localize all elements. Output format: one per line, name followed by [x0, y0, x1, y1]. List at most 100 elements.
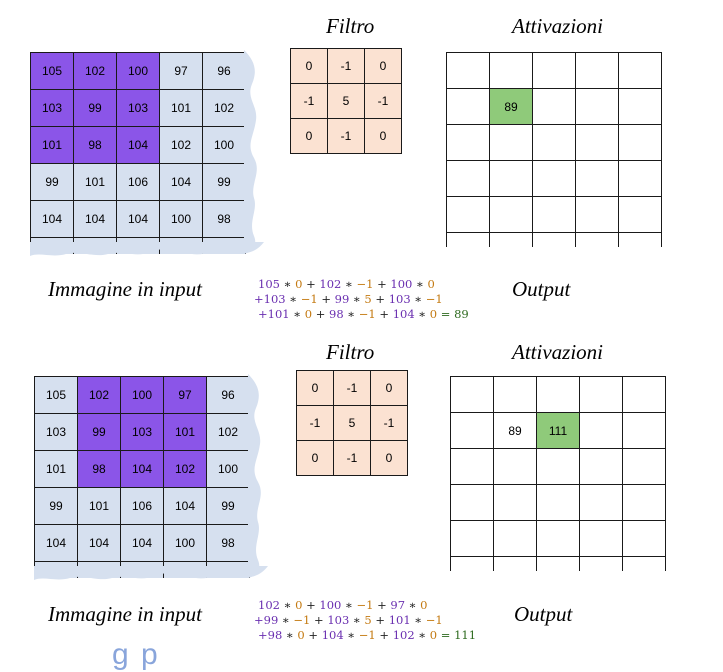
- input-row: 103 99 103 101 102: [30, 89, 246, 127]
- input-cell: 103: [120, 413, 164, 451]
- input-cell: 100: [159, 200, 203, 238]
- input-cell: 101: [30, 126, 74, 164]
- convolution-step-2: Filtro Attivazioni 105 102 100 97 96 103 99 103…: [0, 326, 723, 656]
- activation-cell: [579, 448, 623, 485]
- activation-cell: [575, 88, 619, 125]
- pixel-value: +99: [254, 613, 279, 627]
- output-caption: Output: [512, 277, 571, 301]
- activation-cell: [579, 484, 623, 521]
- input-cell: 98: [206, 524, 250, 562]
- activation-cell-cropped: [622, 556, 666, 571]
- input-cell: 101: [163, 413, 207, 451]
- filter-cell: -1: [327, 48, 365, 84]
- activation-cell-cropped: [618, 232, 662, 247]
- activation-cell: [622, 412, 666, 449]
- pixel-value: 100: [390, 277, 413, 291]
- input-cell: 100: [163, 524, 207, 562]
- activation-cell: 89: [493, 412, 537, 449]
- pixel-value: 105: [258, 277, 280, 291]
- activation-cell: 111: [536, 412, 580, 449]
- operator: ∗: [349, 613, 365, 627]
- operator: +: [304, 628, 322, 642]
- input-cell: 104: [73, 200, 117, 238]
- filter-cell: 0: [290, 48, 328, 84]
- input-cell: 102: [159, 126, 203, 164]
- filter-cell: -1: [333, 370, 371, 406]
- torn-edge-bottom: [30, 242, 264, 256]
- input-cell: 96: [202, 52, 246, 90]
- activation-map-grid: 89: [446, 52, 662, 247]
- weight-value: −1: [300, 292, 318, 306]
- activation-cell: [575, 52, 619, 89]
- weight-value: −1: [425, 613, 443, 627]
- filter-cell: -1: [370, 405, 408, 441]
- filter-cell: 5: [333, 405, 371, 441]
- input-cell: 104: [120, 524, 164, 562]
- input-cell: 97: [163, 376, 207, 414]
- operator: +: [317, 292, 335, 306]
- filter-row: 0 -1 0: [290, 48, 402, 84]
- formula-line: +98 ∗ 0 + 104 ∗ −1 + 102 ∗ 0 = 111: [254, 628, 476, 643]
- input-cell: 100: [206, 450, 250, 488]
- input-cell: 102: [206, 413, 250, 451]
- activations-title: Attivazioni: [512, 340, 603, 364]
- activation-row: [450, 448, 666, 485]
- filter-title: Filtro: [326, 14, 375, 38]
- input-row: 99 101 106 104 99: [34, 487, 250, 525]
- operator: ∗: [343, 628, 359, 642]
- activation-cell: [579, 376, 623, 413]
- activation-cell: [536, 376, 580, 413]
- activation-cell: [579, 412, 623, 449]
- torn-edge-right: [248, 374, 261, 578]
- convolution-step-1: Filtro Attivazioni 105 102 100 97 96 103 99 103…: [0, 0, 723, 330]
- output-caption: Output: [514, 602, 573, 626]
- input-cell: 99: [30, 163, 74, 201]
- operator: +: [373, 598, 391, 612]
- activation-row: [446, 124, 662, 161]
- activation-cell-cropped: [579, 556, 623, 571]
- input-row: 104 104 104 100 98: [30, 200, 246, 238]
- filter-cell: 0: [364, 48, 402, 84]
- activation-cell: [450, 484, 494, 521]
- operator: +: [371, 613, 389, 627]
- input-cell: 103: [30, 89, 74, 127]
- input-image-caption: Immagine in input: [48, 602, 202, 626]
- input-row: 105 102 100 97 96: [34, 376, 250, 414]
- filter-cell: 5: [327, 83, 365, 119]
- input-cell: 99: [202, 163, 246, 201]
- activation-cell: [536, 448, 580, 485]
- input-row: 105 102 100 97 96: [30, 52, 246, 90]
- torn-edge-right: [244, 50, 257, 254]
- input-cell: 101: [34, 450, 78, 488]
- filter-cell: -1: [290, 83, 328, 119]
- input-cell: 99: [77, 413, 121, 451]
- operator: ∗: [410, 613, 426, 627]
- input-cell: 98: [202, 200, 246, 238]
- weight-value: 0: [295, 598, 303, 612]
- activation-cell: [493, 520, 537, 557]
- input-cell: 98: [77, 450, 121, 488]
- weight-value: 5: [364, 292, 372, 306]
- filter-row: -1 5 -1: [296, 405, 408, 441]
- input-cell: 106: [120, 487, 164, 525]
- filter-cell: -1: [333, 440, 371, 476]
- operator: ∗: [279, 598, 296, 612]
- operator: +: [310, 613, 328, 627]
- operator: ∗: [279, 277, 296, 291]
- activation-cell: [622, 376, 666, 413]
- activation-cell: [446, 88, 490, 125]
- activation-cell-cropped: [575, 232, 619, 247]
- input-cell: 104: [116, 200, 160, 238]
- input-image-caption: Immagine in input: [48, 277, 202, 301]
- input-image-grid: 105 102 100 97 96 103 99 103 101 102 101 98 104 102 10…: [30, 52, 246, 254]
- weight-value: 0: [304, 307, 313, 321]
- filter-row: -1 5 -1: [290, 83, 402, 119]
- activation-cell: [532, 196, 576, 233]
- pixel-value: 103: [388, 292, 411, 306]
- activation-cell: [493, 448, 537, 485]
- filter-cell: -1: [327, 118, 365, 154]
- input-row: 103 99 103 101 102: [34, 413, 250, 451]
- weight-value: 0: [429, 307, 438, 321]
- activation-cell-cropped: [446, 232, 490, 247]
- input-cell: 103: [34, 413, 78, 451]
